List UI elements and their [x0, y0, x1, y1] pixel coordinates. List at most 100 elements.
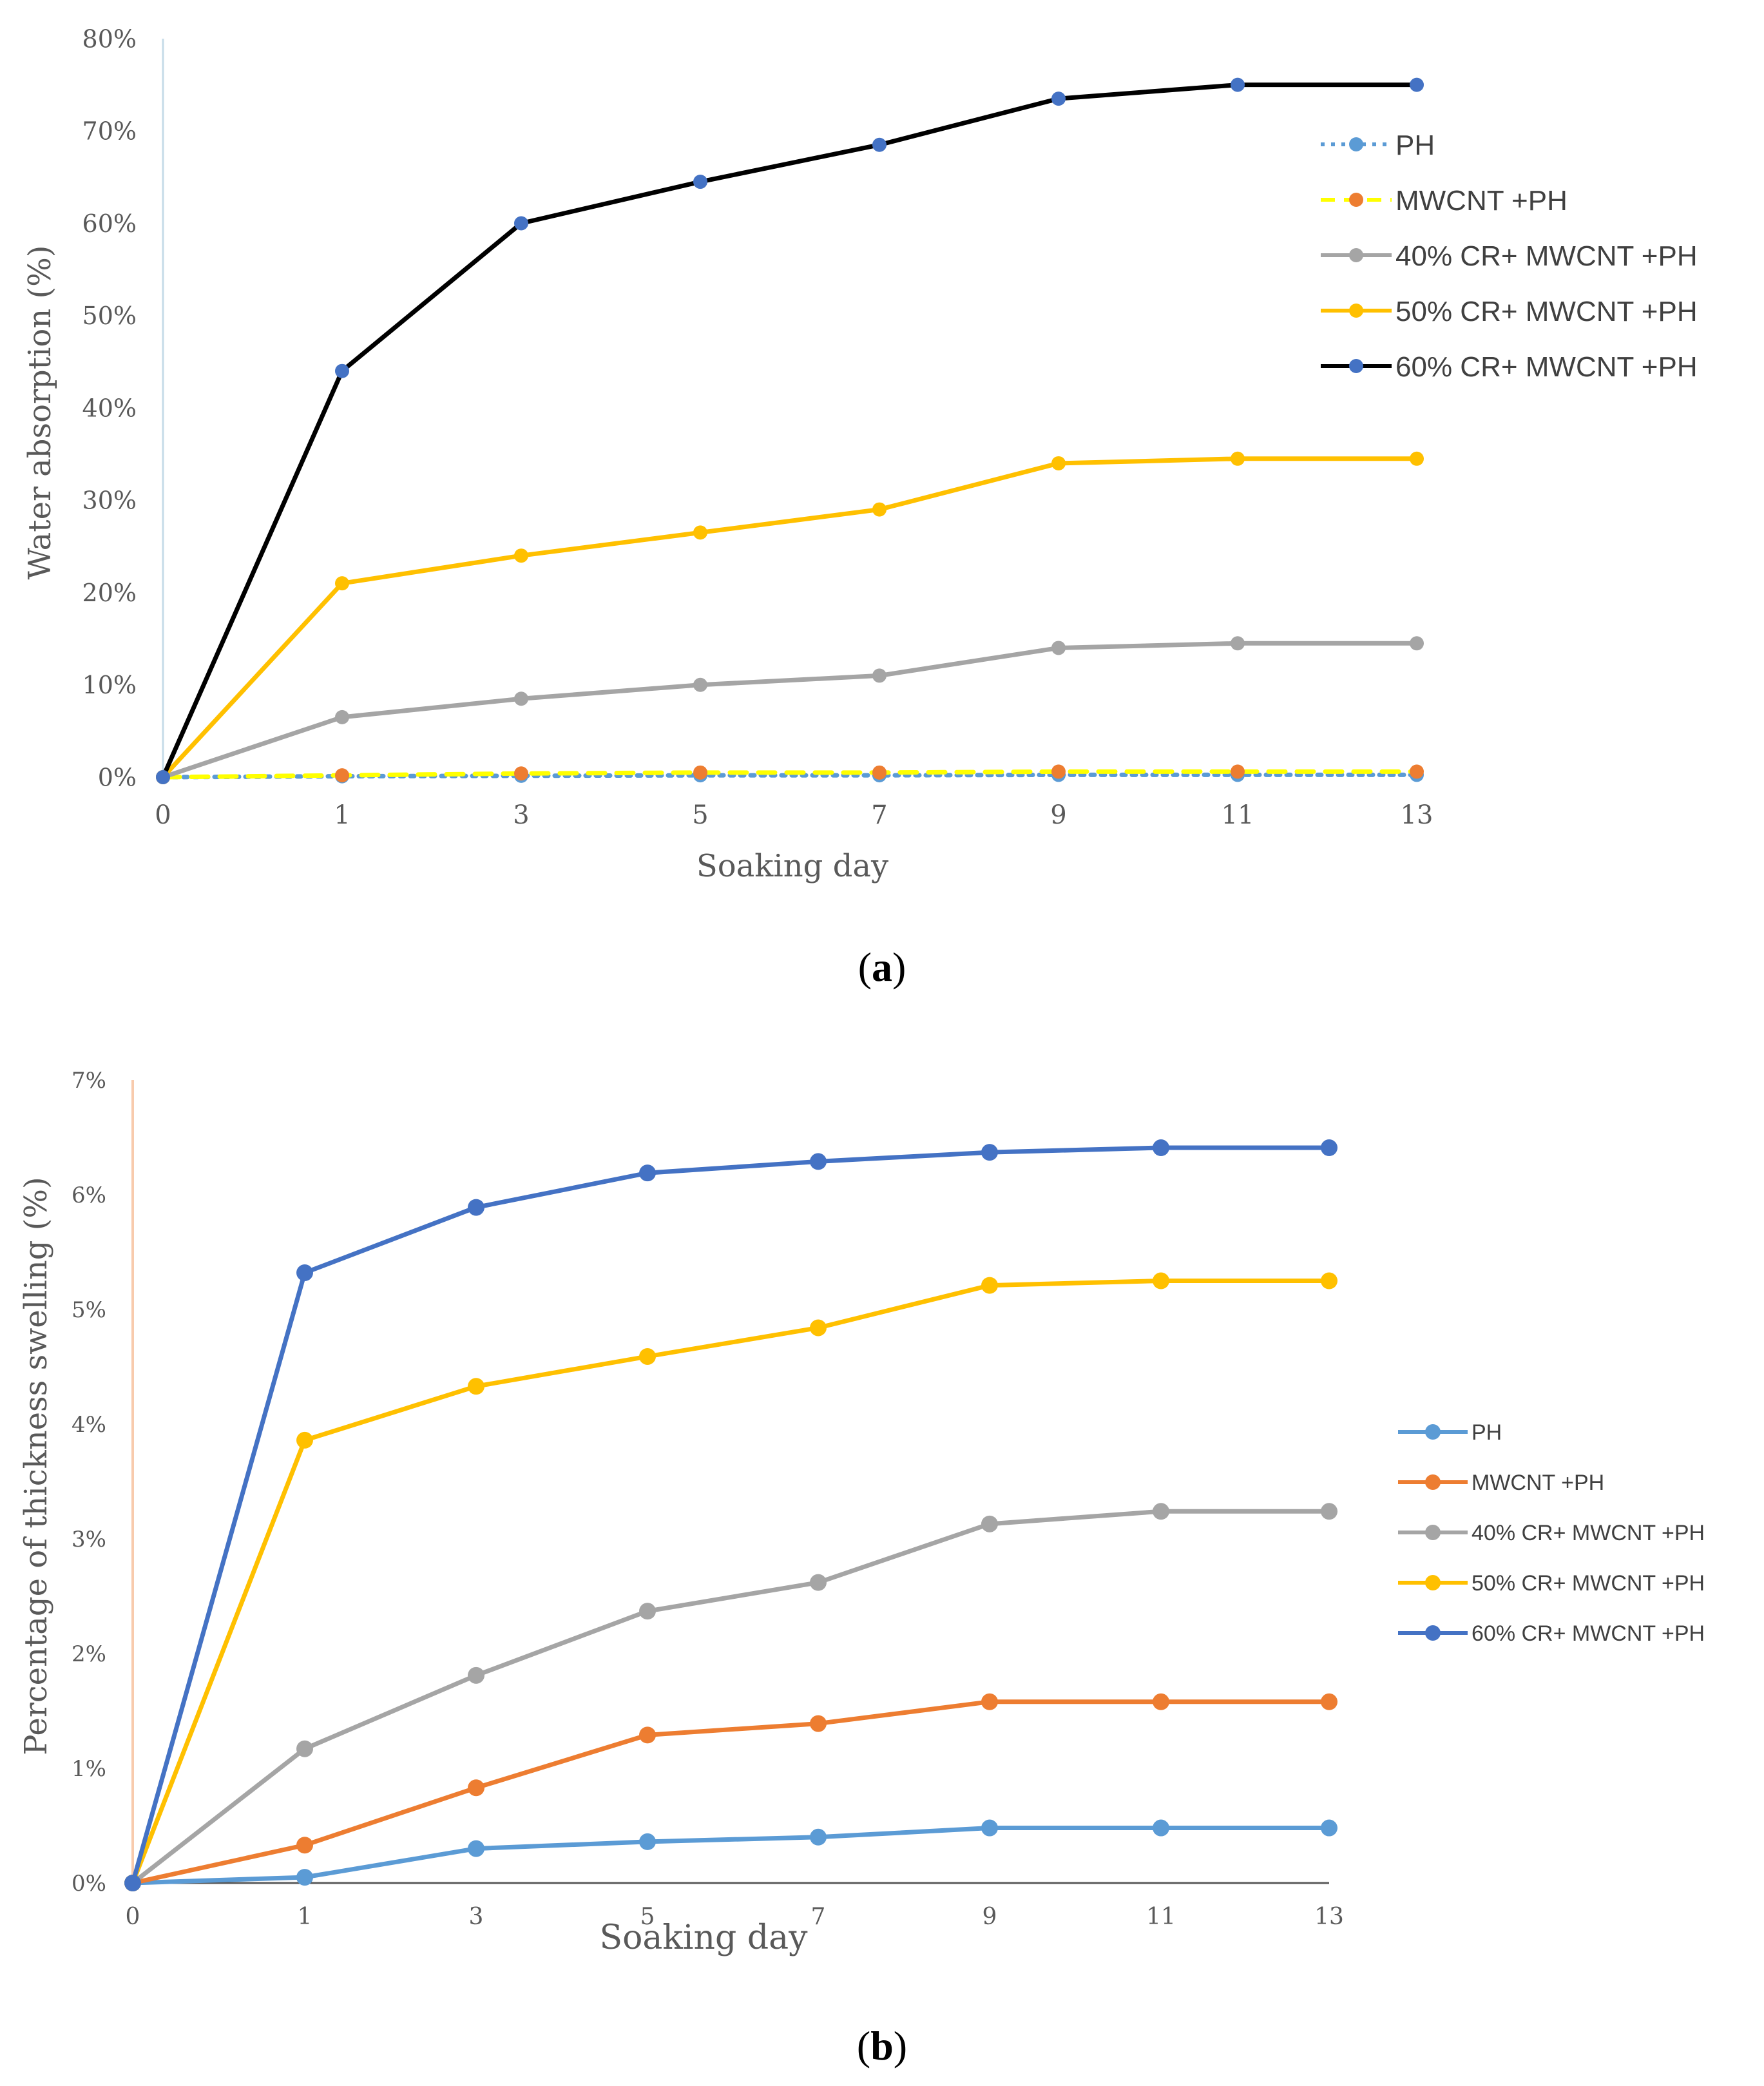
- chart-b-series-4: [124, 1139, 1337, 1891]
- chart-b-data-point: [1321, 1693, 1337, 1710]
- chart-b-legend-label: 40% CR+ MWCNT +PH: [1472, 1521, 1705, 1545]
- chart-b-legend-label: PH: [1472, 1420, 1502, 1445]
- chart-b-legend-item: 40% CR+ MWCNT +PH: [1398, 1521, 1705, 1545]
- chart-a-y-tick-label: 20%: [82, 579, 137, 607]
- chart-b-series-group: [124, 1139, 1337, 1891]
- chart-a-data-point: [514, 216, 528, 231]
- chart-b-data-point: [810, 1715, 827, 1732]
- chart-a-x-tick-labels: 0 1 3 5 7 9 11 13: [155, 800, 1433, 830]
- chart-b-data-point: [981, 1144, 998, 1161]
- chart-a-data-point: [514, 548, 528, 563]
- panel-b-caption: (b): [857, 2023, 907, 2069]
- chart-b-data-point: [1153, 1693, 1169, 1710]
- chart-b-data-point: [981, 1515, 998, 1532]
- chart-b-data-point: [810, 1574, 827, 1591]
- chart-b-data-point: [468, 1666, 484, 1684]
- chart-a-series-2: [156, 636, 1424, 784]
- chart-b-data-point: [1321, 1272, 1337, 1289]
- chart-a-series-line: [160, 456, 1419, 780]
- chart-b-data-point: [981, 1277, 998, 1294]
- panel-a-letter: a: [872, 944, 892, 990]
- chart-b-x-tick-label: 5: [640, 1904, 655, 1930]
- chart-a-legend-label: 50% CR+ MWCNT +PH: [1395, 296, 1698, 327]
- chart-b-data-point: [1321, 1139, 1337, 1157]
- chart-a-data-point: [335, 363, 349, 378]
- chart-b-legend: PH MWCNT +PH 40% CR+ MWCNT +PH 50% CR+ MWCN…: [1398, 1420, 1705, 1646]
- chart-a-x-tick-label: 1: [334, 800, 350, 830]
- chart-a-data-point: [335, 768, 349, 783]
- chart-b-x-tick-label: 3: [469, 1904, 484, 1930]
- chart-b-y-tick-label: 0%: [72, 1871, 106, 1897]
- chart-a-data-point: [1051, 764, 1066, 779]
- chart-b-legend-swatch-marker: [1425, 1474, 1441, 1490]
- chart-a-data-point: [693, 765, 707, 780]
- chart-b-data-point: [1321, 1819, 1337, 1837]
- chart-a-data-point: [1051, 456, 1066, 470]
- chart-a-data-point: [872, 668, 887, 683]
- chart-a-x-tick-label: 11: [1222, 800, 1254, 830]
- chart-b-x-tick-label: 1: [298, 1904, 312, 1930]
- chart-a-y-tick-label: 80%: [82, 24, 137, 53]
- chart-b-x-tick-label: 11: [1146, 1904, 1176, 1930]
- chart-b-x-tick-label: 13: [1314, 1904, 1344, 1930]
- chart-b-series-1: [124, 1693, 1337, 1891]
- chart-b-y-tick-label: 5%: [72, 1297, 106, 1323]
- chart-a-x-tick-label: 7: [871, 800, 887, 830]
- chart-a-data-point: [156, 770, 170, 784]
- chart-a-x-tick-label: 13: [1401, 800, 1433, 830]
- chart-b-data-point: [639, 1347, 656, 1365]
- chart-a-data-point: [1051, 641, 1066, 655]
- chart-a-data-point: [1231, 636, 1245, 651]
- chart-b-data-point: [296, 1431, 313, 1449]
- chart-a-y-tick-label: 30%: [82, 487, 137, 515]
- chart-b-legend-swatch-marker: [1425, 1625, 1441, 1641]
- chart-b-series-line: [130, 1145, 1332, 1886]
- chart-b-legend-swatch-marker: [1425, 1575, 1441, 1590]
- chart-b-series-3: [124, 1272, 1337, 1891]
- chart-a-data-point: [1410, 451, 1424, 466]
- chart-a-legend-swatch-marker: [1349, 193, 1363, 207]
- chart-a-legend: PH MWCNT +PH 40% CR+ MWCNT +PH 50% CR+ MWCN…: [1321, 130, 1698, 383]
- chart-b-data-point: [124, 1875, 141, 1891]
- chart-a-series-line: [160, 82, 1419, 780]
- chart-a-series-3: [156, 451, 1424, 784]
- chart-a-data-point: [335, 710, 349, 724]
- chart-b-y-tick-label: 1%: [72, 1756, 106, 1782]
- chart-a-data-point: [693, 677, 707, 692]
- chart-b-x-tick-labels: 0 1 3 5 7 9 11 13: [126, 1904, 1344, 1930]
- chart-b: 0%1%2%3%4%5%6%7% 0 1 3 5 7 9 11 13 Soaking day …: [18, 1068, 1705, 2069]
- chart-a-y-tick-label: 40%: [82, 394, 137, 422]
- chart-b-data-point: [1153, 1272, 1169, 1289]
- chart-a-legend-swatch-marker: [1349, 137, 1363, 151]
- chart-a-data-point: [1231, 451, 1245, 466]
- chart-b-data-point: [1153, 1503, 1169, 1520]
- chart-b-data-point: [468, 1199, 484, 1216]
- chart-b-series-line: [130, 1509, 1332, 1886]
- chart-a-y-tick-label: 50%: [82, 302, 137, 330]
- chart-b-series-line: [130, 1826, 1332, 1886]
- chart-a-x-axis-label: Soaking day: [696, 848, 888, 884]
- chart-b-legend-swatch-marker: [1425, 1525, 1441, 1540]
- chart-a-legend-item: PH: [1321, 130, 1435, 161]
- chart-b-data-point: [468, 1378, 484, 1395]
- chart-a-legend-item: 50% CR+ MWCNT +PH: [1321, 296, 1698, 327]
- chart-a-data-point: [335, 576, 349, 591]
- chart-a-y-tick-label: 70%: [82, 117, 137, 146]
- chart-b-series-line: [130, 1699, 1332, 1886]
- chart-a-legend-item: 40% CR+ MWCNT +PH: [1321, 240, 1698, 272]
- chart-a-y-tick-label: 60%: [82, 209, 137, 238]
- chart-b-y-tick-label: 3%: [72, 1527, 106, 1552]
- chart-b-y-axis-label: Percentage of thickness swelling (%): [18, 1177, 54, 1755]
- chart-b-legend-label: MWCNT +PH: [1472, 1471, 1604, 1495]
- chart-a-legend-swatch-marker: [1349, 359, 1363, 373]
- chart-b-x-tick-label: 0: [126, 1904, 140, 1930]
- chart-b-series-line: [130, 1279, 1332, 1886]
- chart-b-x-axis-label: Soaking day: [599, 1918, 808, 1957]
- chart-a-legend-swatch-marker: [1349, 304, 1363, 318]
- chart-a-data-point: [872, 137, 887, 152]
- chart-b-series-0: [124, 1819, 1337, 1891]
- chart-a-y-tick-label: 10%: [82, 671, 137, 699]
- chart-a-data-point: [693, 525, 707, 540]
- chart-b-y-tick-label: 2%: [72, 1641, 106, 1667]
